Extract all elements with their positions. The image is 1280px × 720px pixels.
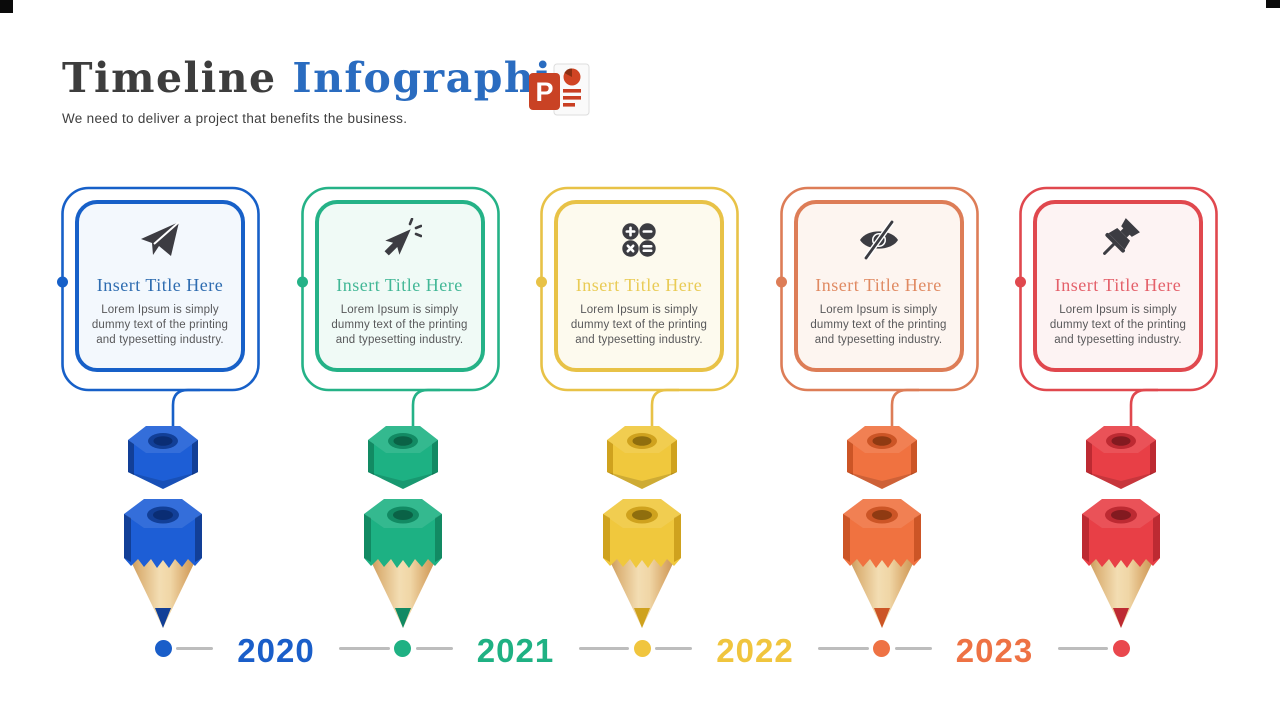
page-title: Timeline Infographic [62, 54, 579, 102]
card-body-text: Lorem Ipsum is simply dummy text of the … [810, 304, 947, 347]
card: Insert Title Here Lorem Ipsum is simply … [793, 200, 964, 372]
frame-side-dot [536, 276, 547, 288]
pencil-illustration [603, 426, 681, 628]
slide-header: Timeline Infographic We need to deliver … [62, 54, 579, 127]
title-primary: Timeline [62, 54, 277, 102]
pencil-illustration [124, 426, 202, 628]
push-pin-icon [1096, 218, 1140, 262]
pencil-illustration [363, 426, 442, 628]
cursor-click-icon [378, 218, 422, 262]
timeline-card-unit: Insert Title Here Lorem Ipsum is simply … [1015, 182, 1226, 652]
subtitle: We need to deliver a project that benefi… [62, 111, 408, 127]
frame-side-dot [775, 276, 787, 288]
timeline-card-unit: Insert Title Here Lorem Ipsum is simply … [536, 182, 747, 652]
pencil-illustration [1082, 426, 1160, 628]
eye-hidden-icon [857, 218, 901, 262]
timeline-units: Insert Title Here Lorem Ipsum is simply … [0, 182, 1280, 652]
frame-side-dot [1015, 276, 1026, 288]
math-operations-icon [617, 218, 661, 262]
card-title: Insert Title Here [1054, 275, 1182, 295]
timeline-card-unit: Insert Title Here Lorem Ipsum is simply … [296, 182, 508, 652]
card-title: Insert Title Here [96, 275, 224, 295]
card-title: Insert Title Here [336, 275, 463, 295]
card: Insert Title Here Lorem Ipsum is simply … [554, 200, 724, 372]
card: Insert Title Here Lorem Ipsum is simply … [314, 200, 485, 372]
card-title: Insert Title Here [575, 275, 703, 295]
video-corner-artifact [1266, 0, 1280, 8]
paper-plane-icon [138, 218, 182, 262]
card-title: Insert Title Here [815, 275, 942, 295]
card: Insert Title Here Lorem Ipsum is simply … [75, 200, 245, 372]
card-body-text: Lorem Ipsum is simply dummy text of the … [1049, 304, 1187, 347]
card: Insert Title Here Lorem Ipsum is simply … [1033, 200, 1203, 372]
pencil-illustration [842, 426, 921, 628]
card-body-text: Lorem Ipsum is simply dummy text of the … [91, 304, 229, 347]
frame-side-dot [296, 276, 308, 288]
timeline-card-unit: Insert Title Here Lorem Ipsum is simply … [775, 182, 987, 652]
powerpoint-logo-icon: P [529, 63, 590, 116]
powerpoint-logo-letter: P [535, 77, 553, 107]
timeline-card-unit: Insert Title Here Lorem Ipsum is simply … [57, 182, 268, 652]
video-corner-artifact [0, 0, 13, 13]
card-body-text: Lorem Ipsum is simply dummy text of the … [570, 304, 708, 347]
card-body-text: Lorem Ipsum is simply dummy text of the … [331, 304, 468, 347]
frame-side-dot [57, 276, 68, 288]
